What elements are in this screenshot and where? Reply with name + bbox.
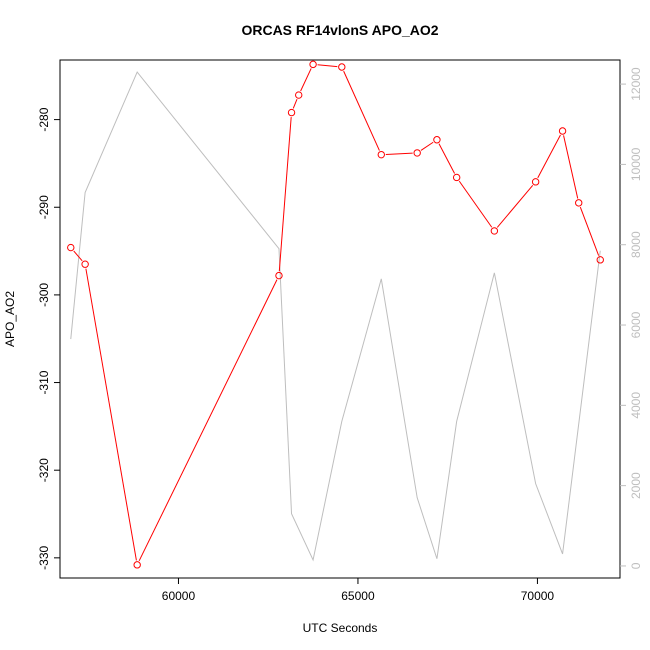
series-segment	[292, 99, 298, 109]
x-tick-label: 60000	[162, 589, 196, 603]
series-segment	[343, 70, 380, 151]
y-tick-label: -290	[37, 195, 51, 219]
series-segment	[438, 143, 456, 174]
data-point	[287, 108, 296, 117]
x-tick-label: 65000	[341, 589, 375, 603]
y2-tick-label: 2000	[629, 472, 643, 499]
data-point	[575, 199, 583, 207]
series-segment	[73, 250, 83, 262]
data-point	[596, 256, 604, 264]
y-tick-label: -330	[37, 546, 51, 570]
y2-tick-label: 12000	[629, 67, 643, 101]
data-point	[377, 150, 385, 159]
series-segment	[579, 206, 600, 256]
x-axis-label: UTC Seconds	[303, 621, 378, 635]
data-point	[67, 243, 75, 252]
y-axis-label: APO_AO2	[3, 291, 17, 347]
chart-title: ORCAS RF14vlonS APO_AO2	[241, 22, 438, 38]
y2-tick-label: 6000	[629, 311, 643, 338]
x-tick-label: 70000	[521, 589, 555, 603]
data-point	[558, 127, 567, 135]
x-axis: 60000 65000 70000	[162, 578, 555, 603]
data-point	[295, 91, 303, 99]
data-point	[81, 260, 89, 268]
data-point	[433, 136, 441, 144]
y-tick-label: -300	[37, 283, 51, 307]
series-segment	[385, 152, 413, 155]
data-point	[275, 271, 283, 280]
series-segment	[300, 68, 312, 92]
data-point	[490, 227, 499, 235]
series-segment	[138, 279, 278, 562]
y-tick-label: -320	[37, 458, 51, 482]
y-axis: -330 -320 -310 -300 -290 -280	[37, 107, 60, 570]
y2-tick-label: 10000	[629, 147, 643, 181]
data-point	[452, 173, 461, 182]
y-tick-label: -310	[37, 370, 51, 394]
y2-axis: 0 2000 4000 6000 8000 10000 12000	[620, 67, 643, 569]
series-segment	[537, 134, 561, 179]
data-point	[133, 561, 141, 569]
y2-tick-label: 8000	[629, 231, 643, 258]
series-segment	[496, 184, 534, 228]
series-segment	[317, 64, 338, 68]
series-segment	[278, 117, 292, 272]
series-segment	[458, 180, 493, 228]
series-segment	[563, 135, 579, 199]
y2-tick-label: 0	[629, 562, 643, 569]
data-point	[338, 63, 346, 71]
series-line-right-axis	[70, 71, 601, 562]
data-point	[413, 149, 421, 157]
y-tick-label: -280	[37, 107, 51, 131]
series-segment	[420, 141, 434, 151]
series-layer	[67, 60, 604, 569]
series-segment	[85, 268, 137, 561]
data-point	[309, 60, 317, 69]
data-point	[531, 178, 540, 186]
plot-frame	[59, 59, 621, 579]
y2-tick-label: 4000	[629, 392, 643, 419]
